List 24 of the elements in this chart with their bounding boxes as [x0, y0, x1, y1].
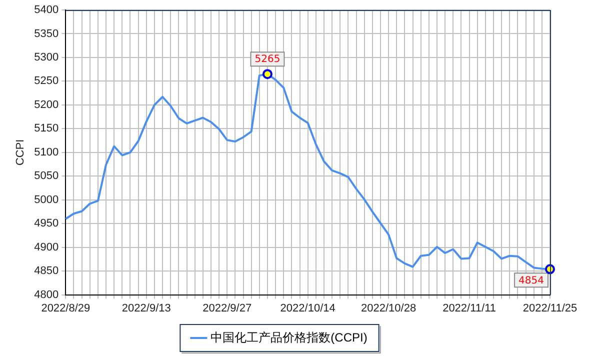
y-tick-label: 4800 — [34, 288, 59, 301]
x-tick-label: 2022/8/29 — [41, 302, 90, 314]
y-tick-label: 5150 — [34, 122, 59, 135]
y-tick-label: 5400 — [34, 4, 59, 16]
annotation: 5265 — [254, 54, 280, 66]
y-tick-label: 5000 — [34, 194, 59, 206]
x-tick-label: 2022/10/28 — [361, 302, 416, 314]
x-tick-label: 2022/11/11 — [442, 302, 496, 314]
x-tick-label: 2022/9/27 — [202, 302, 252, 314]
y-tick-label: 4950 — [34, 218, 59, 230]
legend-label: 中国化工产品价格指数(CCPI) — [210, 330, 368, 344]
y-tick-label: 5100 — [34, 146, 59, 158]
x-tick-label: 2022/10/14 — [280, 302, 336, 314]
y-tick-label: 5350 — [34, 28, 59, 40]
y-tick-label: 4900 — [34, 241, 59, 254]
y-tick-label: 5050 — [34, 170, 59, 182]
y-tick-label: 4850 — [34, 265, 59, 278]
y-tick-label: 5250 — [34, 75, 59, 88]
y-tick-label: 5300 — [34, 52, 59, 64]
annotation: 4854 — [518, 275, 544, 286]
y-tick-label: 5200 — [34, 98, 59, 111]
x-tick-label: 2022/9/13 — [122, 302, 171, 314]
y-axis-title: CCPI — [14, 139, 27, 166]
x-tick-label: 2022/11/25 — [522, 302, 578, 314]
